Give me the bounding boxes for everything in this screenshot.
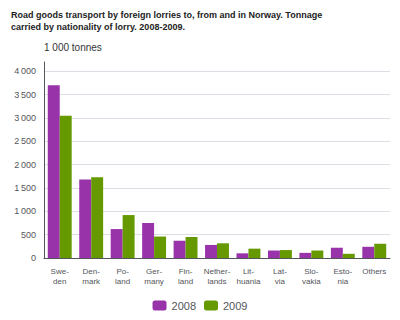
svg-text:Ger-: Ger- bbox=[146, 267, 162, 276]
svg-text:Den-: Den- bbox=[83, 267, 101, 276]
svg-text:1 500: 1 500 bbox=[14, 183, 36, 193]
svg-text:den: den bbox=[53, 277, 66, 286]
svg-text:mark: mark bbox=[82, 277, 101, 286]
svg-text:huania: huania bbox=[236, 277, 261, 286]
svg-text:Swe-: Swe- bbox=[51, 267, 70, 276]
svg-text:2008: 2008 bbox=[172, 300, 196, 312]
svg-text:nia: nia bbox=[337, 277, 348, 286]
svg-text:Slo-: Slo- bbox=[304, 267, 319, 276]
svg-text:lands: lands bbox=[207, 277, 226, 286]
svg-text:4 000: 4 000 bbox=[14, 66, 36, 76]
svg-text:2 500: 2 500 bbox=[14, 136, 36, 146]
svg-text:Esto-: Esto- bbox=[333, 267, 352, 276]
svg-text:2 000: 2 000 bbox=[14, 160, 36, 170]
svg-text:1 000 tonnes: 1 000 tonnes bbox=[44, 42, 102, 53]
svg-text:Others: Others bbox=[362, 267, 386, 276]
svg-text:Lat-: Lat- bbox=[273, 267, 287, 276]
svg-text:Road goods transport by foreig: Road goods transport by foreign lorries … bbox=[11, 10, 322, 20]
svg-text:2009: 2009 bbox=[223, 300, 247, 312]
svg-text:land: land bbox=[178, 277, 193, 286]
svg-text:vakia: vakia bbox=[302, 277, 321, 286]
svg-text:carried by nationality of lorr: carried by nationality of lorry. 2008-20… bbox=[11, 22, 185, 32]
svg-text:Lit-: Lit- bbox=[243, 267, 254, 276]
svg-text:Po-: Po- bbox=[116, 267, 129, 276]
svg-text:land: land bbox=[115, 277, 130, 286]
svg-text:Fin-: Fin- bbox=[179, 267, 193, 276]
svg-text:Nether-: Nether- bbox=[204, 267, 231, 276]
svg-text:via: via bbox=[275, 277, 286, 286]
svg-text:3 500: 3 500 bbox=[14, 90, 36, 100]
svg-text:3 000: 3 000 bbox=[14, 113, 36, 123]
svg-text:500: 500 bbox=[21, 230, 36, 240]
svg-text:0: 0 bbox=[31, 253, 36, 263]
svg-text:many: many bbox=[144, 277, 164, 286]
svg-text:1 000: 1 000 bbox=[14, 206, 36, 216]
